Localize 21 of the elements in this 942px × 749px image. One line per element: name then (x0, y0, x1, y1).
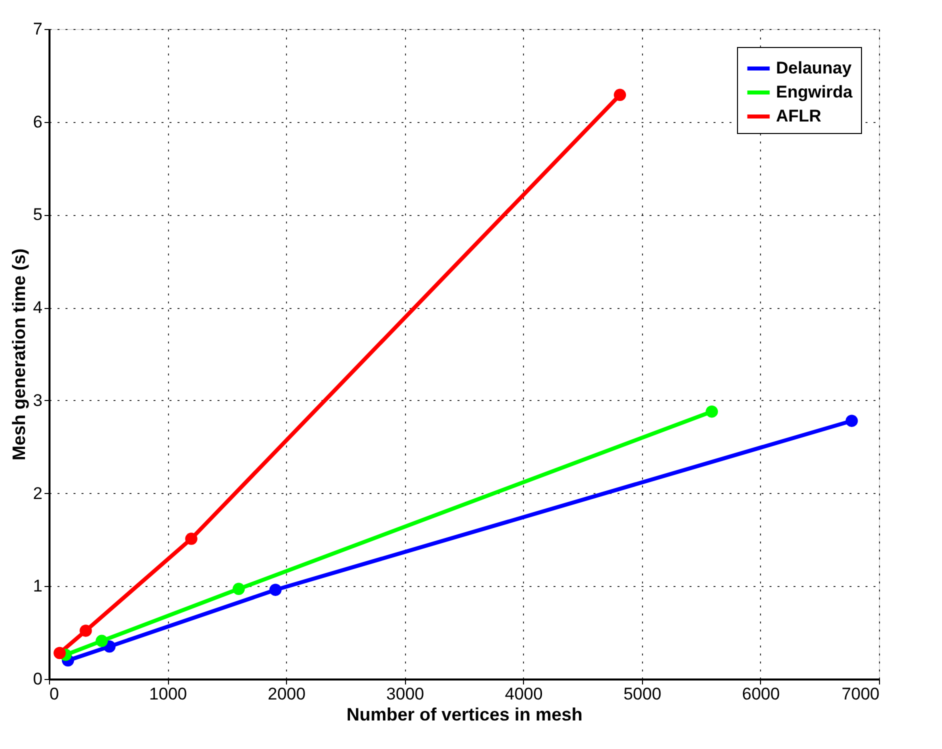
y-tick-label: 6 (33, 112, 42, 132)
x-tick-label: 6000 (742, 684, 780, 704)
x-tick-label: 0 (50, 684, 59, 704)
x-tick-label: 7000 (842, 684, 880, 704)
y-tick-label: 5 (33, 205, 42, 224)
legend-label: Delaunay (776, 58, 852, 78)
y-tick-label: 3 (33, 390, 42, 410)
x-axis-title: Number of vertices in mesh (346, 704, 583, 724)
y-tick-label: 4 (33, 298, 42, 318)
x-tick-label: 1000 (149, 684, 187, 704)
y-tick-label: 1 (33, 576, 42, 596)
x-tick-label: 5000 (623, 684, 662, 704)
x-tick-label: 4000 (504, 684, 543, 704)
legend-label: AFLR (776, 106, 822, 126)
y-axis-title: Mesh generation time (s) (9, 248, 30, 461)
x-tick-label: 2000 (268, 684, 306, 704)
y-tick-label: 0 (33, 670, 42, 688)
legend-label: Engwirda (776, 82, 854, 102)
y-tick-label: 2 (33, 484, 42, 503)
y-tick-label: 7 (33, 20, 42, 38)
x-tick-label: 3000 (386, 684, 424, 704)
